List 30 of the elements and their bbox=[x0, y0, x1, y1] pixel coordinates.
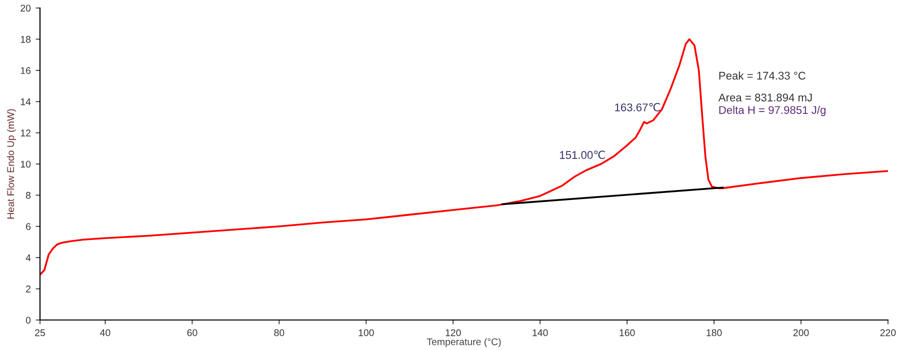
y-tick-label: 12 bbox=[20, 130, 30, 136]
y-tick-label: 10 bbox=[20, 160, 31, 168]
annotation: Delta H = 97.9851 J/g bbox=[719, 106, 826, 116]
annotation: Peak = 174.33 °C bbox=[719, 71, 806, 80]
annotation: 163.67℃ bbox=[615, 102, 660, 112]
annotation: Area = 831.894 mJ bbox=[718, 94, 812, 102]
x-tick-label: 160 bbox=[620, 329, 635, 336]
x-tick-label: 25 bbox=[35, 329, 45, 336]
y-tick-label: 0 bbox=[26, 316, 31, 324]
x-tick-label: 100 bbox=[358, 329, 374, 336]
x-tick-label: 60 bbox=[187, 329, 198, 336]
x-tick-label: 180 bbox=[706, 329, 722, 336]
y-tick-label: 6 bbox=[26, 223, 31, 230]
y-tick-label: 14 bbox=[20, 98, 31, 106]
x-tick-label: 120 bbox=[446, 329, 461, 336]
x-tick-label: 200 bbox=[793, 329, 809, 336]
x-tick-label: 40 bbox=[100, 329, 110, 336]
line-series bbox=[40, 38, 888, 276]
y-tick-label: 8 bbox=[26, 192, 31, 199]
annotation: 151.00℃ bbox=[560, 150, 605, 159]
y-tick-label: 18 bbox=[20, 36, 31, 43]
y-tick-label: 20 bbox=[20, 4, 31, 12]
x-tick-label: 140 bbox=[532, 329, 548, 336]
y-tick-label: 16 bbox=[20, 67, 31, 74]
y-axis-title: Heat Flow Endo Up (mW) bbox=[6, 109, 16, 219]
y-tick-label: 4 bbox=[26, 254, 31, 262]
x-tick-label: 220 bbox=[880, 329, 896, 336]
x-tick-label: 80 bbox=[274, 329, 284, 336]
y-tick-label: 2 bbox=[26, 286, 30, 292]
x-axis-title: Temperature (°C) bbox=[426, 338, 501, 348]
